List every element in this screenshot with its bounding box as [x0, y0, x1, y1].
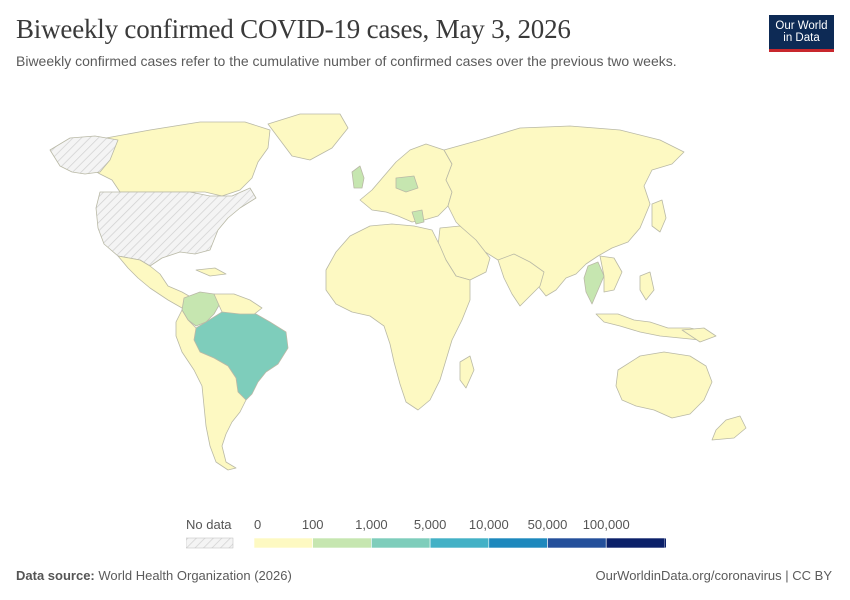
map-region-philippines[interactable] [639, 271, 655, 301]
legend-tick-label: 100 [302, 517, 324, 532]
legend-no-data-swatch [186, 537, 234, 549]
map-region-papua[interactable] [681, 327, 717, 343]
map-region-russia-asia[interactable] [443, 125, 685, 297]
legend-tick-label: 1,000 [355, 517, 388, 532]
world-map[interactable] [0, 100, 850, 500]
legend-bins: 0 100 1,000 5,000 10,000 50,000 100,000 [253, 517, 666, 549]
legend-bin-5 [547, 537, 607, 549]
map-region-poland[interactable] [395, 175, 419, 193]
map-region-southeast-asia[interactable] [599, 255, 623, 293]
legend-bin-1 [312, 537, 372, 549]
map-region-japan[interactable] [651, 199, 667, 233]
map-region-greenland[interactable] [267, 113, 349, 161]
legend-tick-label: 50,000 [528, 517, 568, 532]
logo-line-1: Our World [775, 20, 828, 32]
legend-bin-0 [253, 537, 314, 549]
map-region-united-states[interactable] [95, 187, 257, 267]
legend-bin-3 [429, 537, 490, 549]
legend-tick-label: 100,000 [583, 517, 630, 532]
map-region-africa[interactable] [325, 223, 471, 411]
map-region-greece[interactable] [411, 209, 425, 225]
legend-bin-4 [488, 537, 548, 549]
footer-link[interactable]: OurWorldinData.org/coronavirus | CC BY [595, 568, 832, 583]
data-source-label: Data source: [16, 568, 95, 583]
legend-no-data-label: No data [186, 517, 232, 532]
legend-tick-label: 5,000 [414, 517, 447, 532]
map-region-cuba[interactable] [195, 267, 227, 277]
map-region-thailand[interactable] [583, 261, 605, 305]
map-region-united-kingdom[interactable] [351, 165, 365, 189]
owid-logo[interactable]: Our World in Data [769, 15, 834, 52]
data-source-text: World Health Organization (2026) [98, 568, 292, 583]
map-legend: No data 0 100 1,000 5,000 10,000 50,000 100,00… [186, 514, 666, 554]
legend-bin-2 [371, 537, 431, 549]
legend-arrow [664, 538, 666, 548]
map-region-south-america-west[interactable] [175, 309, 247, 471]
map-region-new-zealand[interactable] [711, 415, 747, 441]
map-region-madagascar[interactable] [459, 355, 475, 389]
chart-subtitle: Biweekly confirmed cases refer to the cu… [16, 53, 677, 69]
legend-tick-label: 10,000 [469, 517, 509, 532]
map-region-australia[interactable] [615, 351, 713, 419]
map-region-alaska[interactable] [49, 135, 119, 175]
data-source: Data source: World Health Organization (… [16, 568, 292, 583]
map-region-india[interactable] [497, 253, 545, 307]
chart-title: Biweekly confirmed COVID-19 cases, May 3… [16, 14, 571, 44]
logo-line-2: in Data [783, 32, 820, 44]
legend-tick-label: 0 [254, 517, 261, 532]
legend-bin-6 [605, 537, 666, 549]
